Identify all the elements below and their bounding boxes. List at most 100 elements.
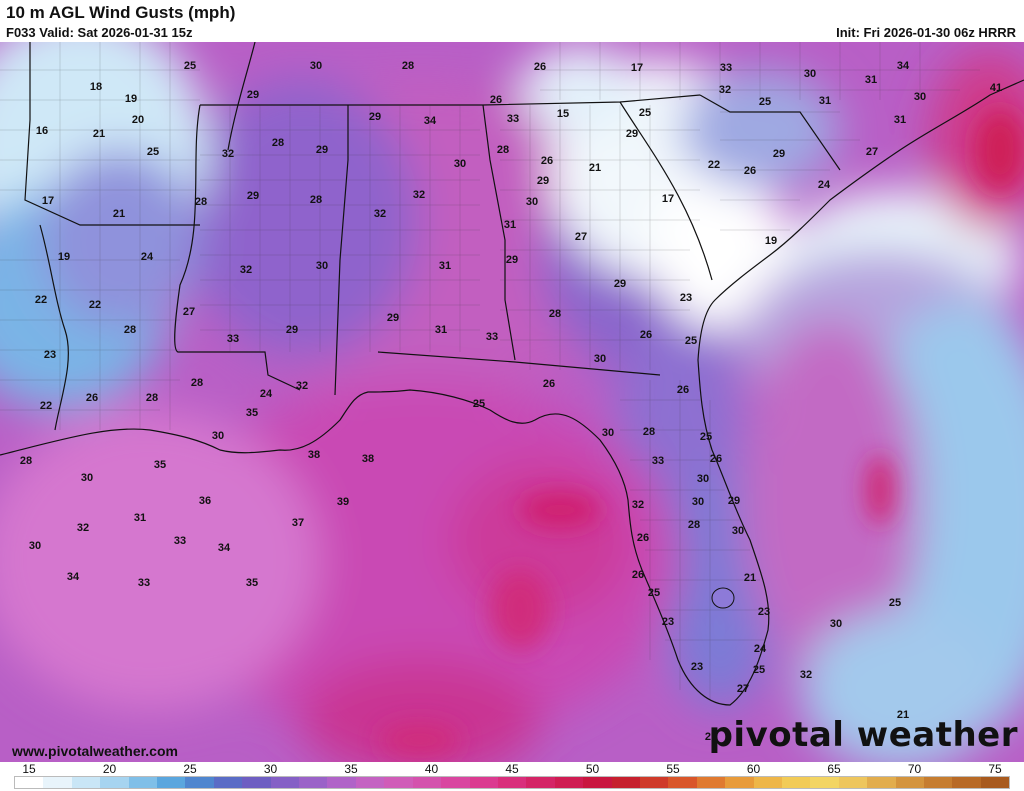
colorbar-tick-label: 35	[344, 762, 358, 776]
gust-value-label: 33	[137, 577, 151, 589]
gust-value-label: 29	[368, 111, 382, 123]
colorbar-swatch	[441, 777, 470, 788]
gust-value-label: 26	[631, 569, 645, 581]
colorbar-swatch	[43, 777, 72, 788]
gust-value-label: 22	[34, 294, 48, 306]
gust-value-label: 31	[133, 512, 147, 524]
gust-value-label: 29	[246, 190, 260, 202]
gust-value-label: 34	[423, 115, 437, 127]
gust-value-label: 26	[489, 94, 503, 106]
map-title: 10 m AGL Wind Gusts (mph)	[6, 3, 236, 22]
gust-value-label: 33	[719, 62, 733, 74]
gust-value-label: 18	[89, 81, 103, 93]
colorbar-swatch	[157, 777, 186, 788]
gust-value-label: 34	[896, 60, 910, 72]
colorbar-tick-label: 50	[585, 762, 600, 776]
gust-value-label: 16	[35, 125, 49, 137]
gust-value-label: 25	[888, 597, 902, 609]
gust-value-label: 32	[239, 264, 253, 276]
website-url[interactable]: www.pivotalweather.com	[12, 743, 178, 759]
colorbar-swatch	[725, 777, 754, 788]
gust-value-label: 19	[57, 251, 71, 263]
colorbar-tick-label: 20	[102, 762, 117, 776]
gust-value-label: 23	[679, 292, 693, 304]
gust-value-label: 38	[307, 449, 321, 461]
gust-value-label: 26	[636, 532, 650, 544]
gust-value-label: 38	[361, 453, 375, 465]
gust-value-label: 30	[525, 196, 539, 208]
gust-value-label: 30	[28, 540, 42, 552]
colorbar-swatch	[526, 777, 555, 788]
gust-value-label: 17	[41, 195, 55, 207]
gust-value-label: 32	[718, 84, 732, 96]
gust-value-label: 29	[246, 89, 260, 101]
colorbar-tick-label: 60	[746, 762, 761, 776]
gust-value-label: 37	[291, 517, 305, 529]
gust-value-label: 23	[757, 606, 771, 618]
colorbar-swatch	[355, 777, 385, 788]
gust-value-label: 32	[373, 208, 387, 220]
gust-value-label: 32	[221, 148, 235, 160]
gust-value-label: 20	[131, 114, 145, 126]
gust-value-label: 29	[727, 495, 741, 507]
gust-value-label: 27	[736, 683, 750, 695]
gust-value-label: 25	[647, 587, 661, 599]
gust-value-label: 28	[642, 426, 656, 438]
gust-value-label: 25	[638, 107, 652, 119]
colorbar-swatch	[327, 777, 356, 788]
gust-value-label: 28	[548, 308, 562, 320]
gust-value-label: 21	[588, 162, 602, 174]
gust-value-label: 34	[217, 542, 231, 554]
gust-value-label: 30	[913, 91, 927, 103]
gust-value-label: 26	[709, 453, 723, 465]
gust-value-label: 26	[676, 384, 690, 396]
colorbar-swatch	[980, 777, 1010, 788]
gust-value-label: 30	[803, 68, 817, 80]
gust-value-label: 26	[85, 392, 99, 404]
gust-value-label: 32	[76, 522, 90, 534]
gust-value-label: 25	[684, 335, 698, 347]
gust-value-label: 31	[818, 95, 832, 107]
wind-gust-map[interactable]	[0, 42, 1024, 762]
gust-value-label: 27	[182, 306, 196, 318]
gust-value-label: 39	[336, 496, 350, 508]
init-time: Init: Fri 2026-01-30 06z HRRR	[836, 25, 1016, 40]
colorbar-swatch	[15, 777, 44, 788]
colorbar-swatch	[497, 777, 527, 788]
colorbar-tick-label: 25	[183, 762, 197, 776]
colorbar-swatch	[668, 777, 697, 788]
gust-value-label: 31	[438, 260, 452, 272]
colorbar-swatch	[299, 777, 328, 788]
gust-value-label: 28	[123, 324, 137, 336]
colorbar-tick-label: 55	[666, 762, 680, 776]
gust-value-label: 31	[434, 324, 448, 336]
gust-value-label: 29	[625, 128, 639, 140]
colorbar-tick-label: 40	[424, 762, 439, 776]
colorbar-swatch	[242, 777, 271, 788]
gust-value-label: 30	[315, 260, 329, 272]
gust-value-label: 26	[639, 329, 653, 341]
gust-value-label: 21	[743, 572, 757, 584]
gust-value-label: 35	[153, 459, 167, 471]
gust-value-label: 26	[743, 165, 757, 177]
gust-value-label: 21	[896, 709, 910, 721]
gust-value-label: 35	[245, 577, 259, 589]
colorbar-swatch	[924, 777, 953, 788]
gust-value-label: 32	[295, 380, 309, 392]
gust-value-label: 17	[630, 62, 644, 74]
gust-value-label: 23	[661, 616, 675, 628]
colorbar-swatch	[100, 777, 129, 788]
gust-value-label: 31	[503, 219, 517, 231]
gust-value-label: 21	[92, 128, 106, 140]
gust-value-label: 29	[386, 312, 400, 324]
colorbar-swatch	[867, 777, 896, 788]
gust-value-label: 30	[691, 496, 705, 508]
gust-value-label: 22	[88, 299, 102, 311]
colorbar-swatch	[71, 777, 101, 788]
gust-value-label: 30	[211, 430, 225, 442]
gust-value-label: 28	[401, 60, 415, 72]
colorbar-swatch	[781, 777, 811, 788]
gust-value-label: 28	[190, 377, 204, 389]
colorbar-tick-label: 30	[263, 762, 278, 776]
colorbar-swatch	[213, 777, 243, 788]
